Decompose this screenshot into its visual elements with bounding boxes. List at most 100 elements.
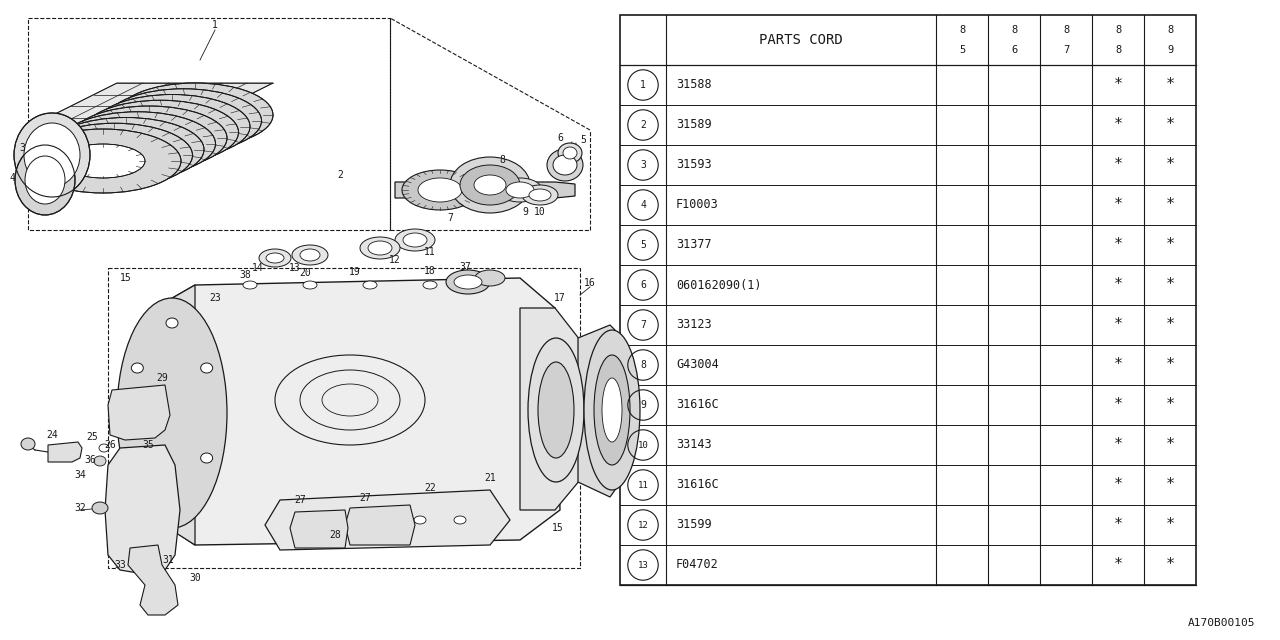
Ellipse shape <box>529 338 584 482</box>
Text: 27: 27 <box>360 493 371 503</box>
Text: 17: 17 <box>554 293 566 303</box>
Text: F10003: F10003 <box>676 198 719 211</box>
Ellipse shape <box>529 189 550 201</box>
Ellipse shape <box>14 113 90 197</box>
Text: 20: 20 <box>300 268 311 278</box>
Ellipse shape <box>119 115 202 149</box>
Ellipse shape <box>498 178 541 202</box>
Text: *: * <box>1165 557 1175 573</box>
Ellipse shape <box>15 145 76 215</box>
Text: A170B00105: A170B00105 <box>1188 618 1254 628</box>
Text: *: * <box>1165 438 1175 452</box>
Text: 16: 16 <box>584 278 596 288</box>
Ellipse shape <box>360 237 399 259</box>
Ellipse shape <box>82 100 238 164</box>
Ellipse shape <box>402 170 477 210</box>
Polygon shape <box>579 325 614 497</box>
Text: *: * <box>1165 397 1175 413</box>
Text: 33123: 33123 <box>676 319 712 332</box>
Ellipse shape <box>132 453 143 463</box>
Text: *: * <box>1114 518 1123 532</box>
Text: *: * <box>1114 157 1123 173</box>
Text: 10: 10 <box>534 207 545 217</box>
Text: 8: 8 <box>499 155 504 165</box>
Text: *: * <box>1114 77 1123 93</box>
Text: 11: 11 <box>637 481 649 490</box>
Ellipse shape <box>292 245 328 265</box>
Text: *: * <box>1165 518 1175 532</box>
Text: 31616C: 31616C <box>676 399 719 412</box>
Ellipse shape <box>403 233 428 247</box>
Text: *: * <box>1114 278 1123 292</box>
Text: *: * <box>1165 77 1175 93</box>
Ellipse shape <box>422 281 436 289</box>
Ellipse shape <box>20 438 35 450</box>
Polygon shape <box>108 385 170 440</box>
Ellipse shape <box>474 175 506 195</box>
Ellipse shape <box>522 185 558 205</box>
Text: 33: 33 <box>114 560 125 570</box>
Text: 6: 6 <box>640 280 646 290</box>
Polygon shape <box>26 83 273 129</box>
Text: *: * <box>1165 237 1175 253</box>
Ellipse shape <box>538 362 573 458</box>
Text: 33143: 33143 <box>676 438 712 451</box>
Ellipse shape <box>105 89 261 153</box>
Polygon shape <box>49 442 82 462</box>
Ellipse shape <box>99 444 109 452</box>
Polygon shape <box>291 510 348 548</box>
Text: 13: 13 <box>637 561 649 570</box>
Text: 3: 3 <box>19 143 24 153</box>
Text: 9: 9 <box>640 400 646 410</box>
Ellipse shape <box>243 281 257 289</box>
Text: *: * <box>1165 278 1175 292</box>
Ellipse shape <box>558 143 582 163</box>
Text: 6: 6 <box>557 133 563 143</box>
Text: 38: 38 <box>239 270 251 280</box>
Text: *: * <box>1165 157 1175 173</box>
Ellipse shape <box>474 281 486 289</box>
Text: 31589: 31589 <box>676 118 712 131</box>
Ellipse shape <box>445 270 490 294</box>
Text: 6: 6 <box>1011 45 1018 55</box>
Ellipse shape <box>460 165 520 205</box>
Text: 2: 2 <box>337 170 343 180</box>
Polygon shape <box>148 285 195 545</box>
Text: G43004: G43004 <box>676 358 719 371</box>
Ellipse shape <box>506 182 534 198</box>
Text: 5: 5 <box>959 45 965 55</box>
Text: 7: 7 <box>447 213 453 223</box>
Text: PARTS CORD: PARTS CORD <box>759 33 842 47</box>
Polygon shape <box>105 445 180 575</box>
Ellipse shape <box>49 118 204 182</box>
Ellipse shape <box>116 83 273 147</box>
Text: 1: 1 <box>640 80 646 90</box>
Ellipse shape <box>413 516 426 524</box>
Ellipse shape <box>166 498 178 508</box>
Ellipse shape <box>93 456 106 466</box>
Text: *: * <box>1165 477 1175 493</box>
Text: *: * <box>1114 358 1123 372</box>
Text: 30: 30 <box>189 573 201 583</box>
Ellipse shape <box>364 281 378 289</box>
Ellipse shape <box>26 129 180 193</box>
Text: 10: 10 <box>637 440 649 449</box>
Text: *: * <box>1114 438 1123 452</box>
Text: 8: 8 <box>640 360 646 370</box>
Ellipse shape <box>201 453 212 463</box>
Ellipse shape <box>26 156 65 204</box>
Text: 31616C: 31616C <box>676 479 719 492</box>
Text: 9: 9 <box>1167 45 1174 55</box>
Polygon shape <box>396 182 575 198</box>
Ellipse shape <box>92 502 108 514</box>
Text: 9: 9 <box>522 207 527 217</box>
Text: *: * <box>1114 477 1123 493</box>
Text: 15: 15 <box>552 523 564 533</box>
Text: 31593: 31593 <box>676 159 712 172</box>
Ellipse shape <box>454 275 483 289</box>
Text: 26: 26 <box>104 440 116 450</box>
Text: 24: 24 <box>46 430 58 440</box>
Ellipse shape <box>96 127 179 161</box>
Text: 4: 4 <box>640 200 646 210</box>
Text: *: * <box>1114 317 1123 333</box>
